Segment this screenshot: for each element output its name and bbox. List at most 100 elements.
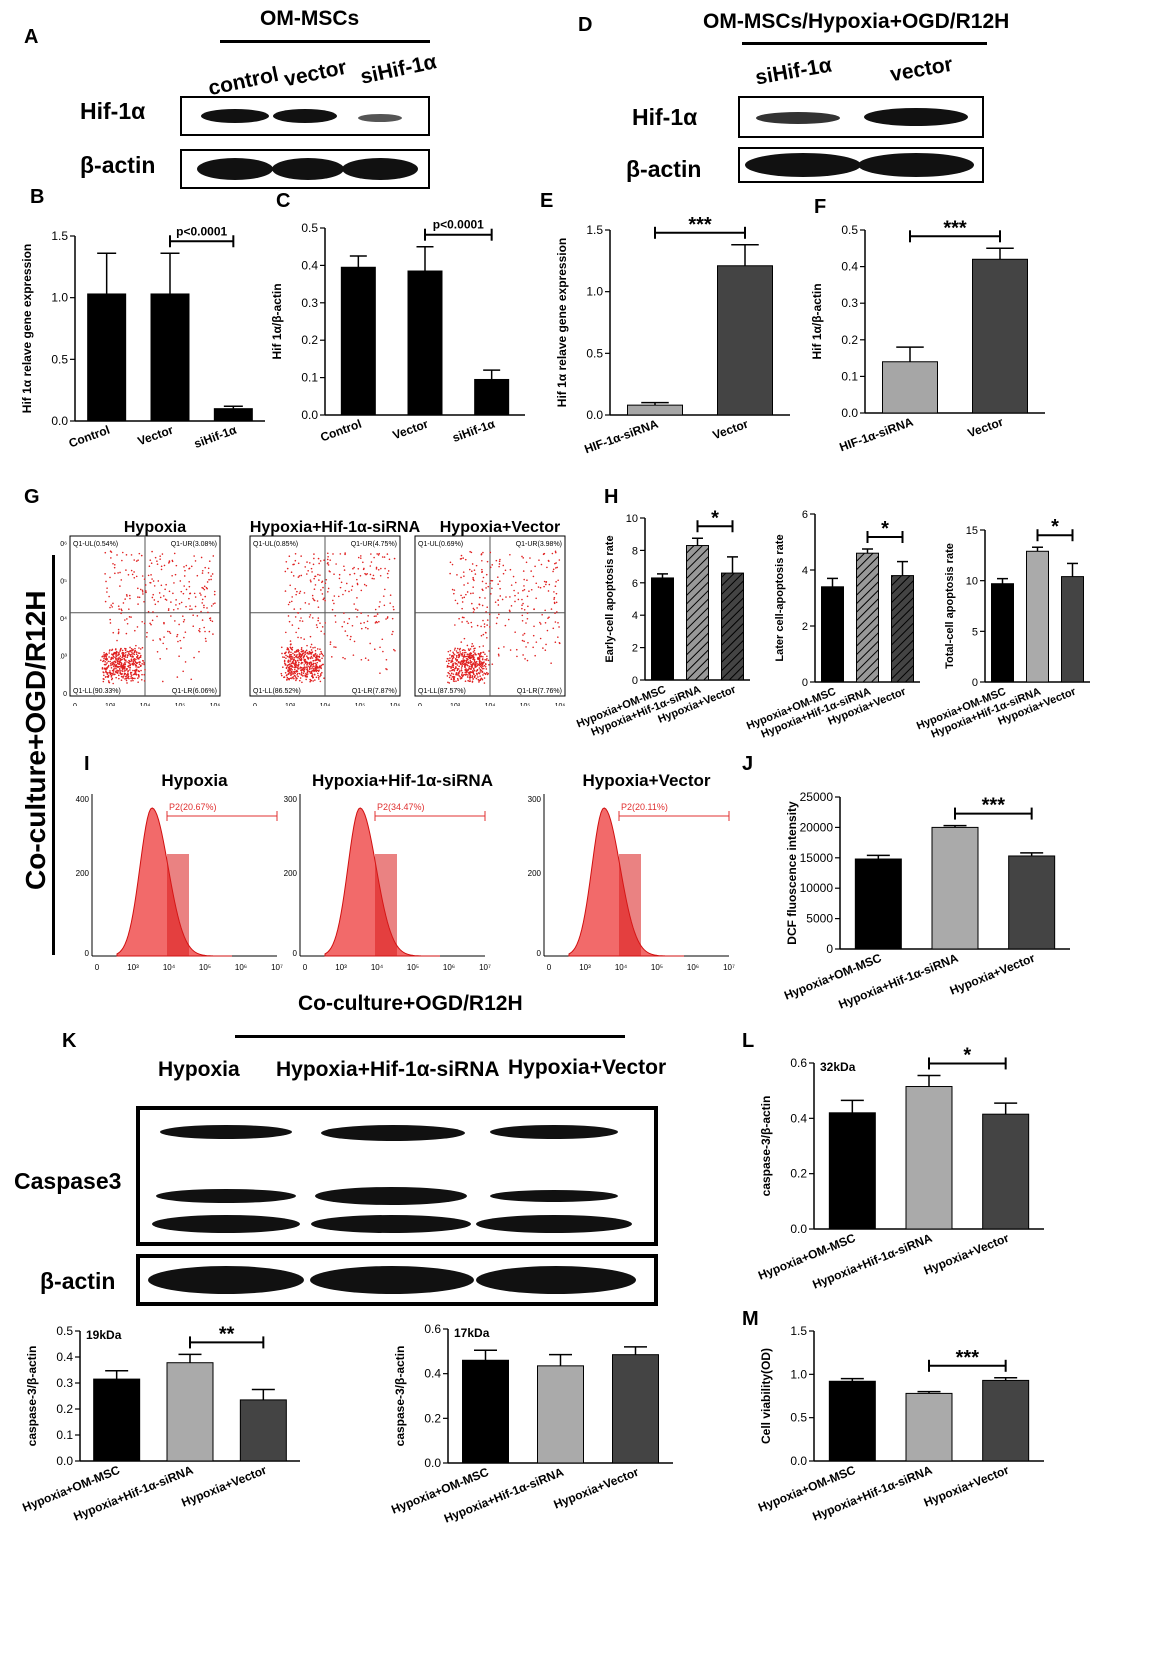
quadrant-label: Q1-LL(87.57%) bbox=[418, 688, 466, 695]
panel-letter-h: H bbox=[604, 486, 619, 508]
category-label: HIF-1α-siRNA bbox=[583, 417, 661, 457]
y-tick-label: 15000 bbox=[800, 851, 834, 865]
x-tick-label: 10⁵ bbox=[651, 963, 663, 972]
significance-label: *** bbox=[688, 214, 712, 236]
y-tick-label: 1.5 bbox=[586, 223, 603, 237]
x-tick-label: 10⁴ bbox=[140, 703, 151, 706]
bar bbox=[1026, 550, 1049, 683]
y-tick-label: 1.0 bbox=[586, 285, 603, 299]
y-tick-label: 5000 bbox=[806, 912, 833, 926]
x-tick-label: 10⁵ bbox=[407, 963, 419, 972]
y-tick-label: 0.4 bbox=[56, 1350, 73, 1364]
quadrant-label: Q1-UL(0.69%) bbox=[418, 541, 463, 548]
quadrant-label: Q1-UR(4.75%) bbox=[351, 541, 397, 548]
y-tick-label: 4 bbox=[632, 610, 638, 622]
bar bbox=[686, 545, 709, 681]
x-tick-label: 10³ bbox=[450, 703, 461, 706]
dotplot: Hypoxia+Vector Q1-UL(0.69%) Q1-UR(3.98%) Q1… bbox=[414, 519, 566, 706]
y-tick-label: 0.1 bbox=[56, 1428, 73, 1442]
histogram-title: Hypoxia bbox=[161, 771, 228, 790]
bar bbox=[828, 1112, 876, 1230]
significance-label: * bbox=[963, 1044, 971, 1066]
y-tick-label: 0.4 bbox=[790, 1111, 807, 1125]
chart-c: 0.0 0.1 0.2 0.3 0.4 0.5 Hif 1α/β-actin Control V… bbox=[270, 218, 525, 445]
bar bbox=[982, 1379, 1030, 1462]
chart-f: 0.0 0.1 0.2 0.3 0.4 0.5 Hif 1α/β-actin HIF-1α-s… bbox=[810, 217, 1045, 454]
y-tick-label: 0 bbox=[537, 949, 542, 958]
x-tick-label: 10⁶ bbox=[210, 703, 221, 706]
lane-label: Hypoxia bbox=[158, 1058, 240, 1081]
category-label: HIF-1α-siRNA bbox=[838, 415, 916, 455]
bar bbox=[166, 1362, 214, 1462]
bar bbox=[651, 577, 674, 681]
y-tick-label: 200 bbox=[76, 869, 90, 878]
significance-label: ** bbox=[219, 1323, 235, 1345]
x-tick-label: 10³ bbox=[127, 963, 139, 972]
significance-label: * bbox=[711, 507, 719, 529]
bar bbox=[474, 378, 510, 416]
quadrant-label: Q1-LL(90.33%) bbox=[73, 688, 121, 695]
histogram-title: Hypoxia+Hif-1α-siRNA bbox=[312, 771, 493, 790]
x-tick-label: 0 bbox=[253, 703, 257, 706]
histogram: Hypoxia P2(20.67%) 0 10³ 10⁴ 10⁵ 10⁶ 10⁷ 0 200 400 bbox=[76, 771, 283, 972]
panel-letter-f: F bbox=[814, 196, 827, 218]
category-label: Vector bbox=[391, 417, 431, 443]
bar bbox=[721, 572, 744, 681]
gated-region bbox=[619, 854, 641, 956]
y-axis-label: DCF fluoscence intensity bbox=[785, 801, 799, 945]
panel-letter-a: A bbox=[24, 26, 39, 48]
category-label: Control bbox=[318, 417, 363, 445]
y-tick-label: 10⁴ bbox=[60, 616, 67, 623]
y-tick-label: 0.4 bbox=[424, 1367, 441, 1381]
x-tick-label: 0 bbox=[73, 703, 77, 706]
kda-tag: 32kDa bbox=[820, 1060, 856, 1074]
y-axis-label: Total-cell apoptosis rate bbox=[944, 543, 956, 669]
y-axis-label: Hif 1α/β-actin bbox=[270, 283, 284, 359]
y-tick-label: 6 bbox=[802, 509, 808, 521]
y-tick-label: 0.1 bbox=[841, 369, 858, 383]
histogram-area bbox=[116, 807, 233, 957]
blot-row-label: Caspase3 bbox=[14, 1168, 122, 1194]
flow-dotplots-g: Hypoxia Q1-UL(0.54%) Q1-UR(3.08%) Q1-LL(90.… bbox=[60, 519, 566, 706]
x-tick-label: 10⁴ bbox=[615, 963, 628, 972]
y-tick-label: 0.5 bbox=[790, 1411, 807, 1425]
y-tick-label: 10 bbox=[966, 576, 978, 588]
panel-letter-j: J bbox=[742, 753, 754, 775]
y-tick-label: 25000 bbox=[800, 790, 834, 804]
y-tick-label: 0.5 bbox=[841, 223, 858, 237]
chart-b: 0.0 0.5 1.0 1.5 Hif 1α relave gene expressio… bbox=[20, 224, 265, 451]
x-tick-label: 10⁴ bbox=[320, 703, 331, 706]
bar bbox=[340, 266, 376, 416]
bar bbox=[407, 270, 443, 416]
y-tick-label: 15 bbox=[966, 525, 978, 537]
y-tick-label: 0.5 bbox=[301, 221, 318, 235]
y-tick-label: 0.0 bbox=[424, 1456, 441, 1470]
y-tick-label: 0 bbox=[293, 949, 298, 958]
bar bbox=[612, 1354, 659, 1464]
y-axis-label: caspase-3/β-actin bbox=[393, 1346, 407, 1447]
y-tick-label: 300 bbox=[528, 795, 542, 804]
panel-letter-k: K bbox=[62, 1030, 77, 1052]
blot-row-label: β-actin bbox=[626, 156, 702, 182]
category-label: Hypoxia+Vector bbox=[922, 1231, 1011, 1278]
significance-label: *** bbox=[982, 795, 1006, 817]
x-tick-label: 10³ bbox=[579, 963, 591, 972]
panel-a-header-rule bbox=[220, 40, 430, 43]
bar bbox=[905, 1086, 953, 1230]
x-tick-label: 10⁶ bbox=[687, 963, 699, 972]
y-tick-label: 10³ bbox=[60, 654, 68, 661]
x-tick-label: 10³ bbox=[335, 963, 347, 972]
kda-tag: 19kDa bbox=[86, 1328, 122, 1342]
bar bbox=[882, 361, 938, 414]
dotplot-title: Hypoxia+Hif-1α-siRNA bbox=[250, 519, 421, 536]
gate-label: P2(20.67%) bbox=[169, 802, 217, 812]
bar bbox=[1061, 576, 1084, 683]
y-tick-label: 10⁶ bbox=[60, 541, 67, 548]
y-tick-label: 0 bbox=[85, 949, 90, 958]
y-tick-label: 10000 bbox=[800, 881, 834, 895]
category-label: Vector bbox=[711, 417, 751, 443]
category-label: siHif-1α bbox=[192, 422, 239, 450]
x-tick-label: 10³ bbox=[105, 703, 116, 706]
